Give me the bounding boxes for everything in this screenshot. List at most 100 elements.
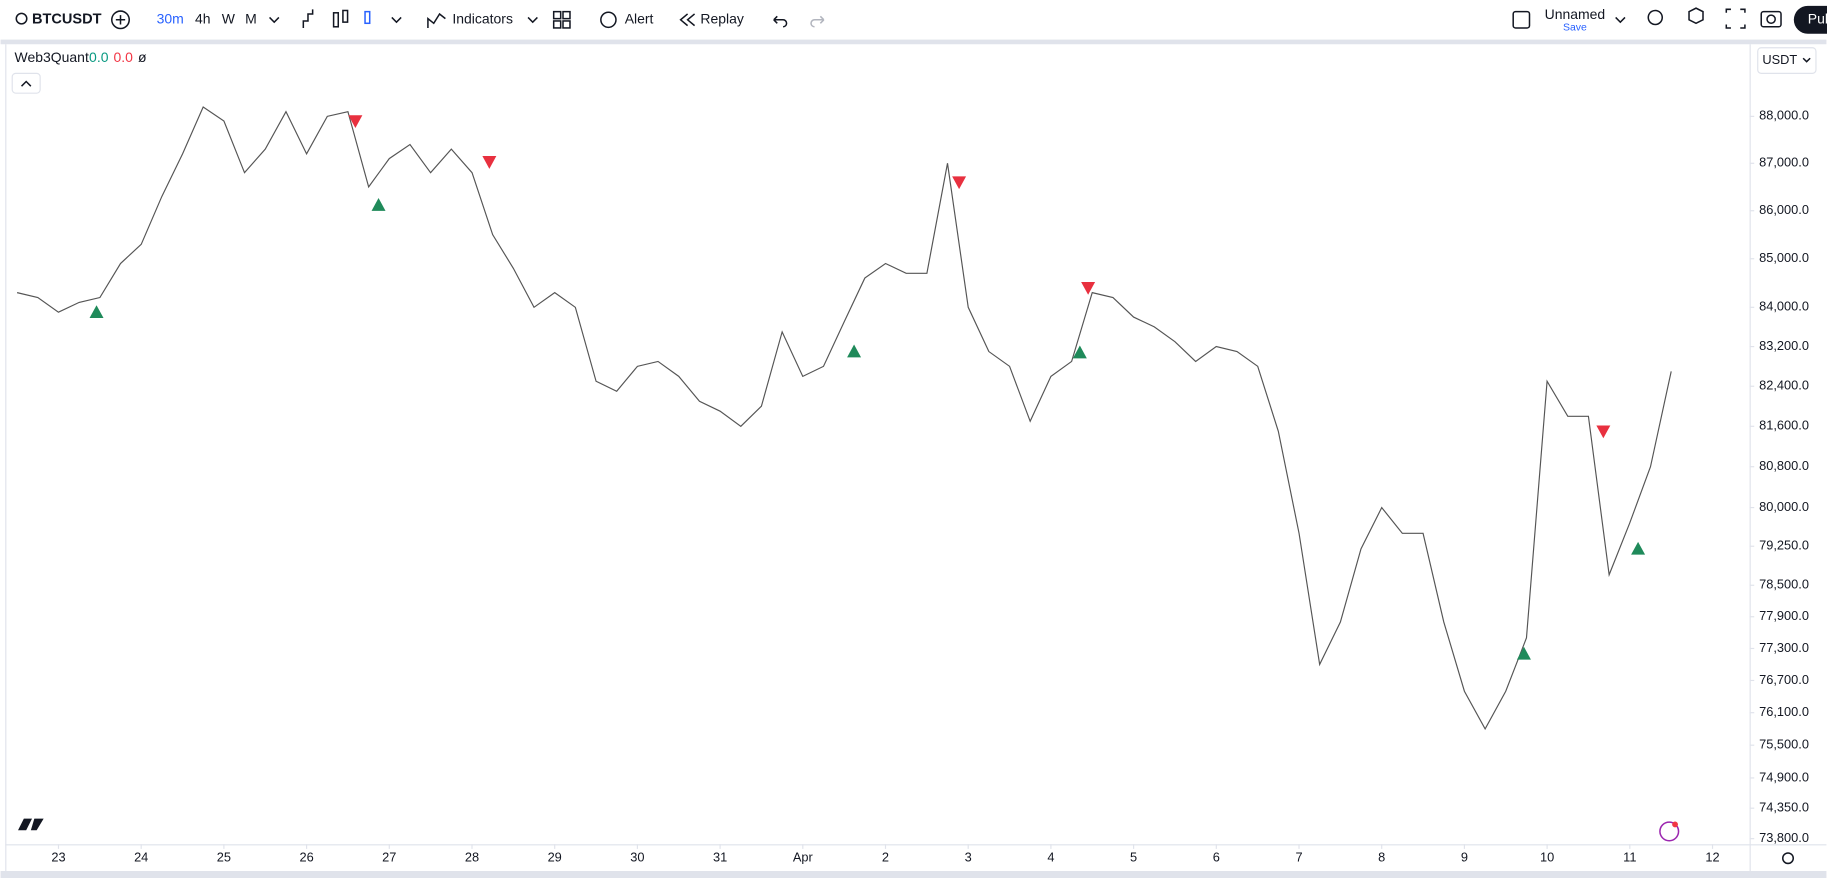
interval[interactable]: 4h [195, 10, 211, 26]
add-symbol-plus [115, 15, 126, 25]
news-icon[interactable] [1659, 821, 1680, 842]
collapse-legend[interactable] [11, 72, 41, 94]
candle-icon [342, 9, 349, 23]
quick-search[interactable] [1647, 9, 1664, 26]
snapshot-lens [1766, 14, 1776, 25]
sell-signal [482, 156, 497, 169]
search-icon[interactable] [15, 12, 28, 25]
y-tick-label: 76,700.0 [1759, 672, 1809, 687]
y-tick-label: 87,000.0 [1759, 155, 1809, 170]
news-badge [1672, 821, 1678, 828]
x-tick-label: 4 [1047, 850, 1054, 865]
x-tick-label: 10 [1540, 850, 1554, 865]
interval-menu[interactable] [269, 16, 280, 24]
replay-button[interactable]: Replay [700, 10, 743, 26]
sell-signal [952, 176, 967, 190]
toolbar-divider [0, 39, 1827, 45]
interval[interactable]: 30m [157, 10, 184, 26]
fullscreen[interactable] [1725, 8, 1746, 29]
collapse-arrow [20, 80, 32, 87]
x-tick-label: 9 [1461, 850, 1468, 865]
currency-button[interactable] [1757, 47, 1817, 74]
x-tick-label: 12 [1705, 850, 1719, 865]
buy-signal [89, 305, 104, 319]
buy-signal [371, 198, 386, 211]
y-tick-label: 73,800.0 [1759, 830, 1809, 845]
legend-value: ø [138, 49, 147, 65]
legend-value: 0.0 [114, 49, 134, 65]
toolbar [0, 0, 1827, 40]
y-tick-label: 76,100.0 [1759, 704, 1809, 719]
sell-signal [348, 115, 363, 129]
y-tick-label: 82,400.0 [1759, 378, 1809, 393]
currency-menu [1802, 57, 1811, 63]
y-tick-label: 80,800.0 [1759, 458, 1809, 473]
interval[interactable]: M [245, 10, 257, 26]
indicators-icon[interactable] [427, 12, 446, 28]
replay-icon[interactable] [679, 13, 696, 27]
price-axis-border [1749, 44, 1751, 872]
chart-style[interactable] [302, 9, 314, 28]
redo[interactable] [810, 15, 825, 28]
save-button[interactable]: Save [1563, 23, 1587, 34]
symbol[interactable]: BTCUSDT [32, 12, 102, 28]
axis-settings[interactable] [1782, 852, 1795, 865]
snapshot[interactable] [1760, 10, 1782, 28]
alert-button[interactable]: Alert [625, 10, 654, 26]
y-tick-label: 88,000.0 [1759, 108, 1809, 123]
interval[interactable]: W [222, 10, 236, 26]
y-tick-label: 77,300.0 [1759, 640, 1809, 655]
layout-icon[interactable] [1512, 10, 1531, 29]
x-tick-label: 2 [882, 850, 889, 865]
x-tick-label: 5 [1130, 850, 1137, 865]
publish-button[interactable] [1793, 5, 1827, 34]
x-tick-label: Apr [793, 850, 814, 865]
sell-signal [1081, 281, 1096, 295]
y-tick-label: 80,000.0 [1759, 499, 1809, 514]
add-symbol[interactable] [111, 10, 130, 30]
undo[interactable] [773, 15, 788, 28]
templates[interactable] [552, 10, 562, 20]
templates [562, 20, 571, 29]
x-tick-label: 23 [51, 850, 65, 865]
templates [562, 10, 571, 20]
y-tick-label: 79,250.0 [1759, 538, 1809, 553]
buy-signal [1072, 345, 1087, 359]
settings[interactable] [1688, 7, 1704, 25]
layout-menu[interactable] [1615, 16, 1626, 24]
currency[interactable]: USDT [1762, 52, 1797, 67]
x-tick-label: 31 [713, 850, 727, 865]
x-tick-label: 8 [1378, 850, 1385, 865]
publish-label[interactable]: Pub [1808, 10, 1827, 26]
y-tick-label: 84,000.0 [1759, 299, 1809, 314]
style-menu[interactable] [391, 16, 402, 24]
y-tick-label: 81,600.0 [1759, 418, 1809, 433]
y-tick-label: 86,000.0 [1759, 202, 1809, 217]
x-tick-label: 7 [1295, 850, 1302, 865]
legend-value: 0.0 [89, 49, 109, 65]
x-tick-label: 11 [1623, 850, 1636, 865]
time-axis-border [5, 844, 1827, 846]
y-tick-label: 74,900.0 [1759, 769, 1809, 784]
x-tick-label: 30 [630, 850, 644, 865]
legend-indicator: Web3Quant [15, 49, 89, 65]
alert-icon[interactable] [600, 11, 617, 29]
bar-style-icon[interactable] [364, 10, 371, 25]
templates [552, 20, 562, 29]
buy-signal [1516, 646, 1531, 660]
x-tick-label: 24 [134, 850, 148, 865]
indicators-menu[interactable] [527, 16, 538, 24]
sell-signal [1596, 425, 1611, 439]
y-tick-label: 83,200.0 [1759, 338, 1809, 353]
indicators-button[interactable]: Indicators [452, 10, 513, 26]
bottom-bar [0, 871, 1827, 878]
x-tick-label: 3 [965, 850, 972, 865]
candle-icon[interactable] [332, 12, 340, 28]
layout-name[interactable]: Unnamed [1545, 6, 1606, 22]
price-line [16, 106, 1672, 731]
x-tick-label: 27 [382, 850, 396, 865]
y-tick-label: 77,900.0 [1759, 608, 1809, 623]
logo [18, 818, 44, 831]
